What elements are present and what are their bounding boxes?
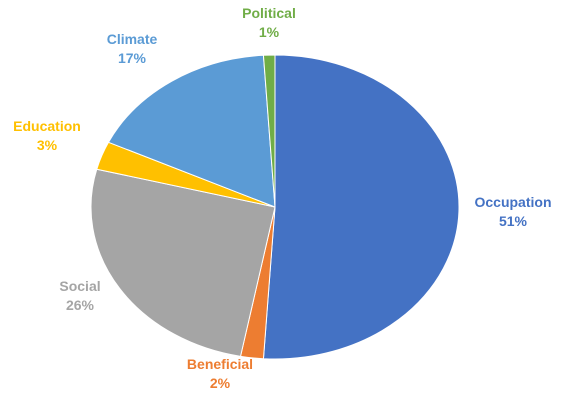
slice-value-political: 1% (259, 24, 280, 40)
slice-label-education: Education (13, 118, 81, 134)
pie-slices (90, 54, 460, 360)
pie-slice-occupation (262, 54, 460, 360)
pie-slice-social (90, 168, 276, 357)
slice-label-social: Social (59, 278, 100, 294)
slice-label-beneficial: Beneficial (187, 356, 253, 372)
slice-label-occupation: Occupation (474, 194, 551, 210)
slice-value-beneficial: 2% (210, 375, 231, 391)
slice-value-occupation: 51% (499, 213, 528, 229)
pie-labels: Occupation 51% Beneficial 2% Social 26% Educat… (13, 5, 551, 391)
slice-value-education: 3% (37, 137, 58, 153)
slice-label-political: Political (242, 5, 296, 21)
slice-label-climate: Climate (107, 31, 158, 47)
pie-slice-climate (107, 54, 276, 208)
slice-value-social: 26% (66, 297, 95, 313)
pie-slice-political (262, 54, 276, 208)
slice-value-climate: 17% (118, 50, 147, 66)
